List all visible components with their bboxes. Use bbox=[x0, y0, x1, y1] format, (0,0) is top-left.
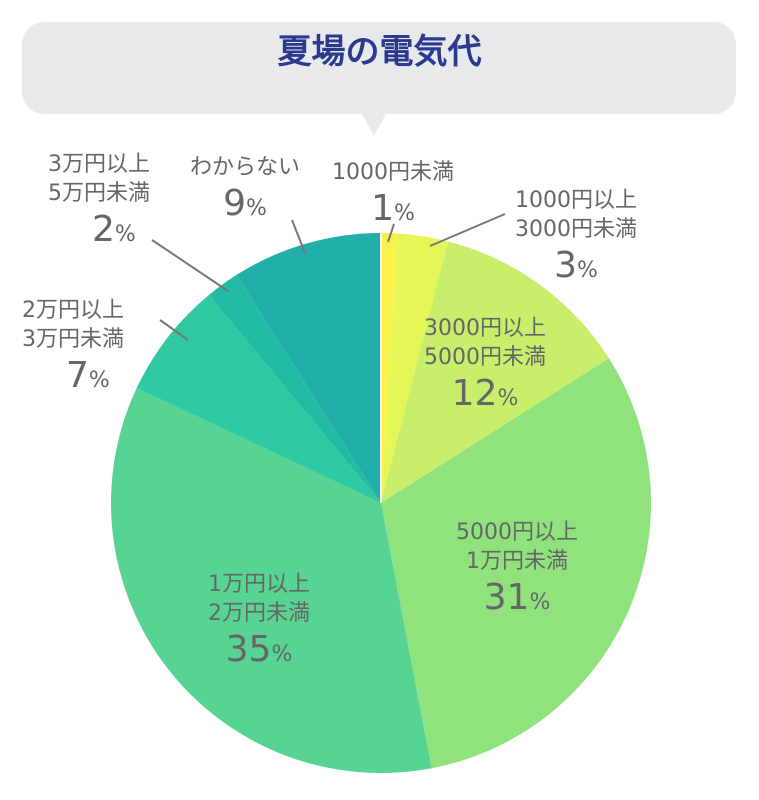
label-percent: 12% bbox=[451, 373, 519, 414]
label-percent: 7% bbox=[66, 355, 110, 396]
label-text: 5000円以上 bbox=[456, 520, 578, 545]
label-text: 3000円未満 bbox=[515, 217, 637, 242]
label-text: 1000円未満 bbox=[332, 160, 454, 185]
leader-lines bbox=[151, 213, 506, 341]
pie-slice-1 bbox=[381, 233, 449, 503]
label-30000-50000: 3万円以上 5万円未満 2% bbox=[48, 150, 150, 257]
label-text: 5000円未満 bbox=[424, 345, 546, 370]
leader-line-9 bbox=[291, 219, 306, 254]
label-text: 1万円未満 bbox=[466, 549, 568, 574]
label-percent: 31% bbox=[483, 577, 551, 618]
leader-line-7 bbox=[159, 319, 189, 341]
pie-slice-4 bbox=[110, 388, 432, 773]
label-text: 3万円以上 bbox=[48, 152, 150, 177]
pie-slice-0 bbox=[381, 233, 398, 503]
label-text: 3000円以上 bbox=[424, 316, 546, 341]
label-text: わからない bbox=[190, 155, 301, 180]
label-3000-5000: 3000円以上 5000円未満 12% bbox=[424, 314, 546, 421]
pie-slice-5 bbox=[136, 294, 381, 503]
label-percent: 1% bbox=[371, 188, 415, 229]
label-under-1000: 1000円未満 1% bbox=[332, 158, 454, 236]
leader-line-2 bbox=[151, 239, 229, 292]
label-text: 1万円以上 bbox=[208, 572, 310, 597]
label-unknown: わからない 9% bbox=[190, 153, 300, 231]
label-20000-30000: 2万円以上 3万円未満 7% bbox=[22, 296, 124, 403]
label-percent: 9% bbox=[223, 183, 267, 224]
label-10000-20000: 1万円以上 2万円未満 35% bbox=[208, 570, 310, 677]
label-percent: 35% bbox=[225, 629, 293, 670]
label-text: 1000円以上 bbox=[515, 188, 637, 213]
label-text: 2万円以上 bbox=[22, 298, 124, 323]
label-text: 2万円未満 bbox=[208, 601, 310, 626]
pie-slice-3 bbox=[381, 358, 652, 769]
label-text: 5万円未満 bbox=[48, 181, 150, 206]
label-percent: 3% bbox=[554, 245, 598, 286]
chart-title: 夏場の電気代 bbox=[277, 32, 482, 72]
pie-slice-6 bbox=[208, 275, 381, 503]
pie-slice-7 bbox=[236, 233, 381, 503]
label-percent: 2% bbox=[92, 209, 136, 250]
pie-slice-2 bbox=[381, 241, 609, 503]
leader-line-1 bbox=[387, 223, 395, 243]
title-bubble bbox=[22, 22, 736, 136]
label-5000-10000: 5000円以上 1万円未満 31% bbox=[456, 518, 578, 625]
label-1000-3000: 1000円以上 3000円未満 3% bbox=[515, 186, 637, 293]
leader-line-3 bbox=[429, 213, 506, 247]
label-text: 3万円未満 bbox=[22, 327, 124, 352]
